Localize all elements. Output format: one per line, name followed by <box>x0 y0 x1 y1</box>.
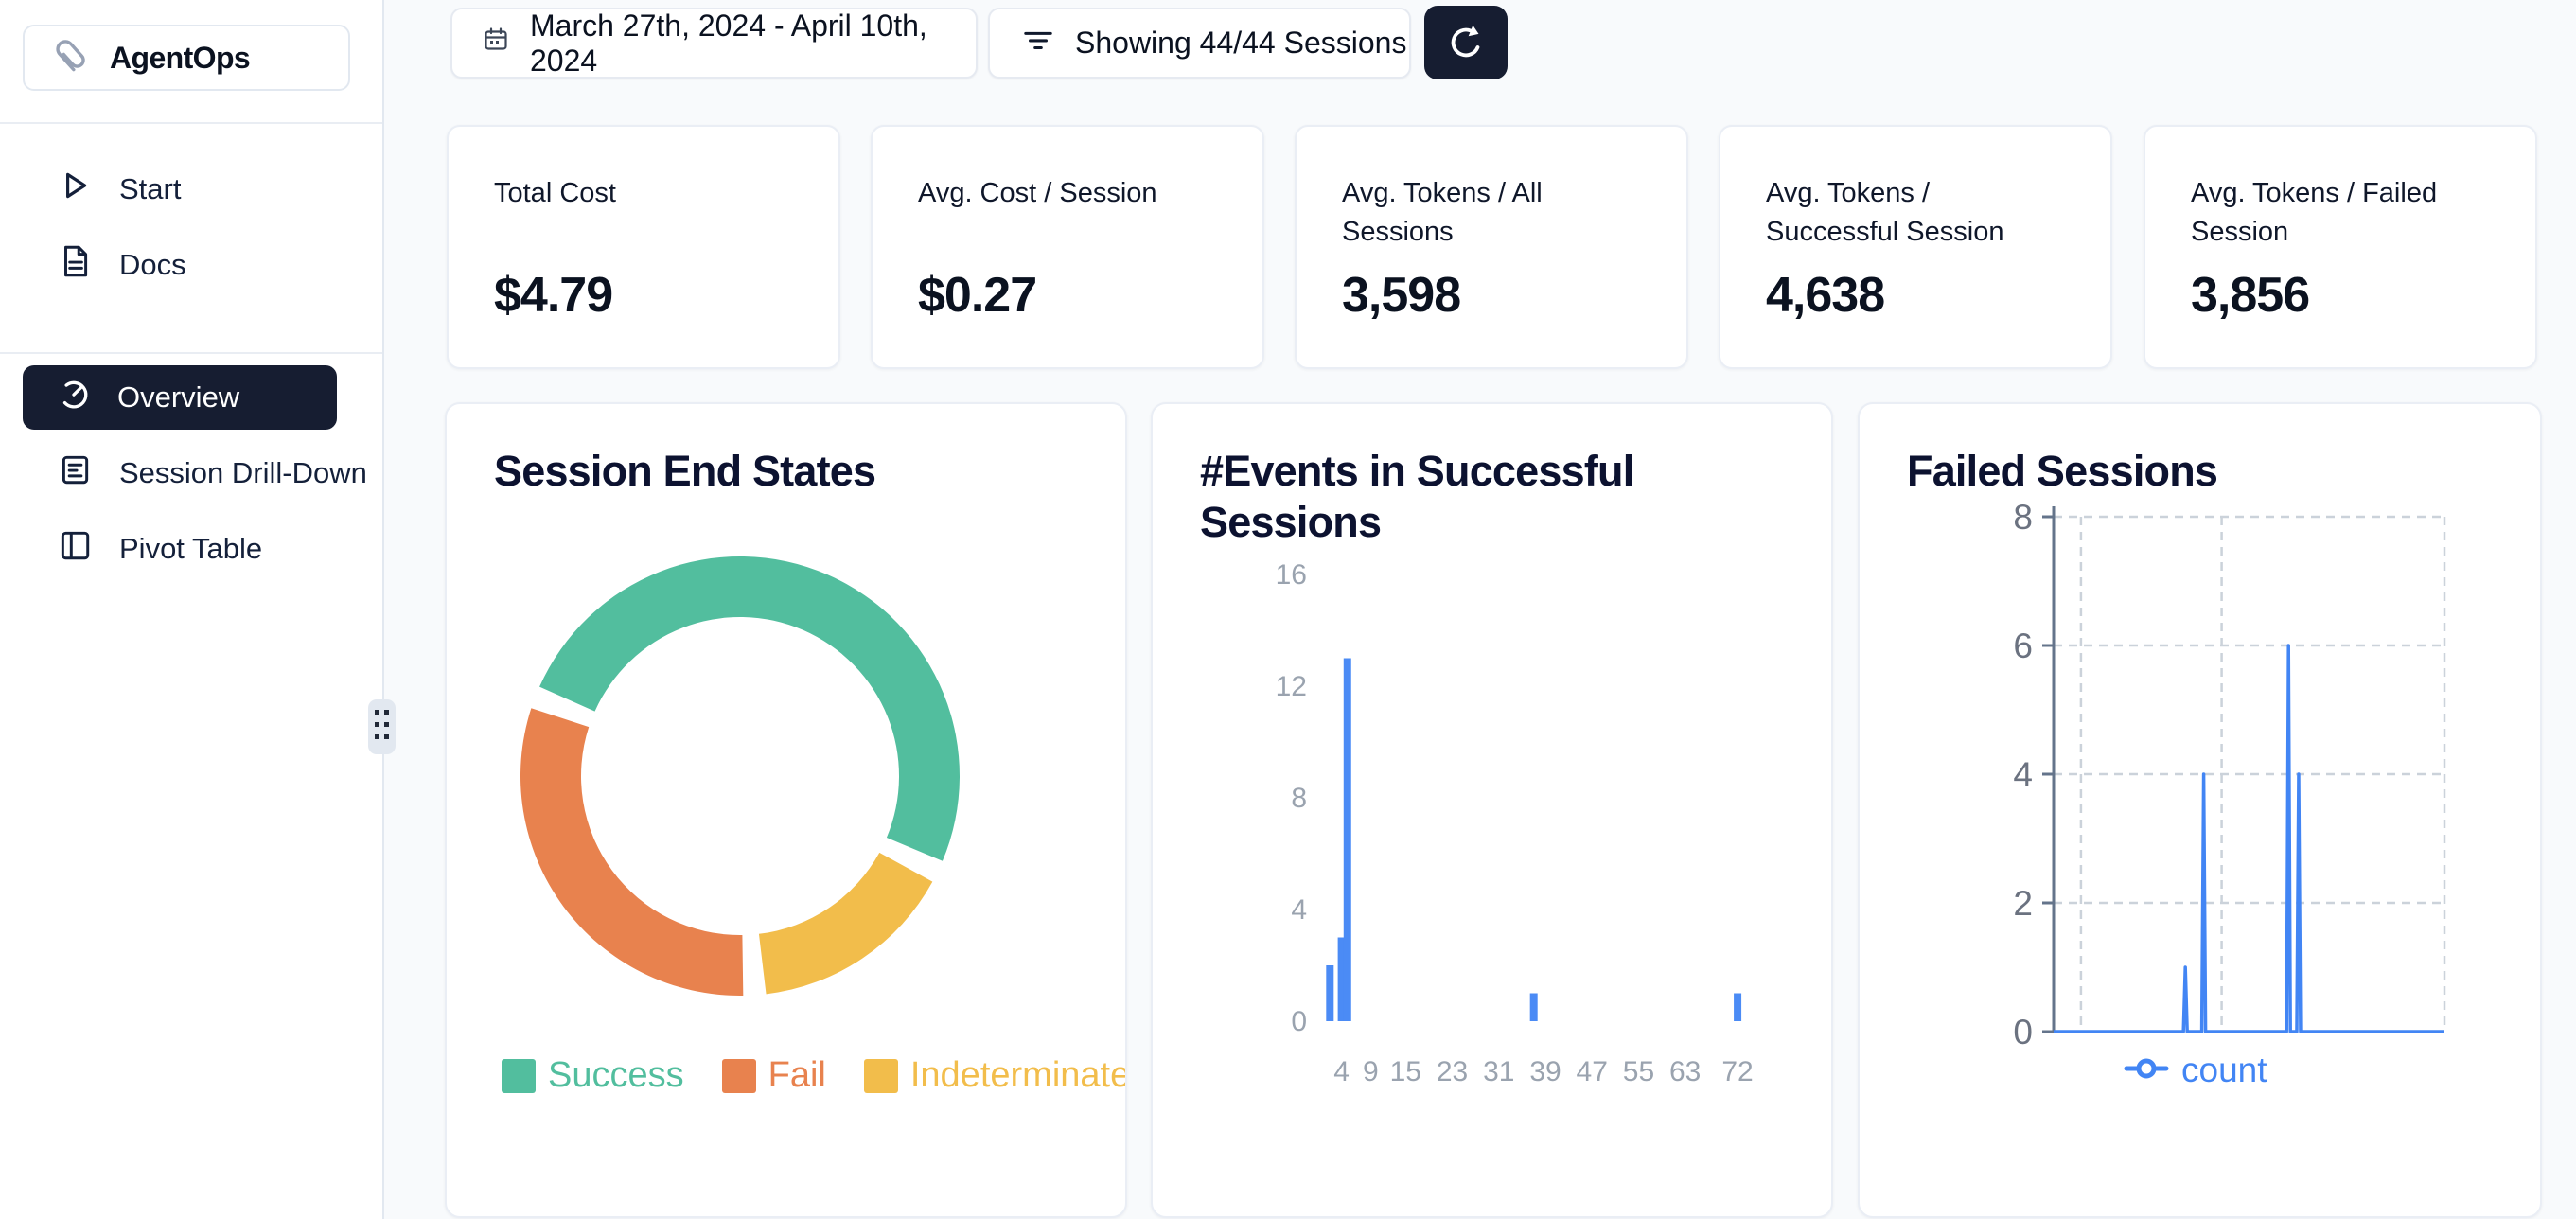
chart-title: #Events in Successful Sessions <box>1200 447 1634 546</box>
legend-label: Indeterminate <box>909 1055 1127 1095</box>
stat-value: 3,598 <box>1342 268 1461 323</box>
document-icon <box>57 243 93 287</box>
svg-text:55: 55 <box>1623 1056 1654 1087</box>
play-icon <box>57 168 93 211</box>
stat-label: Total Cost <box>494 178 616 208</box>
legend-swatch <box>502 1058 536 1093</box>
svg-text:8: 8 <box>1291 783 1307 814</box>
stat-label: Avg. Tokens / All Sessions <box>1342 178 1543 247</box>
sidebar-item-label: Start <box>119 172 182 205</box>
svg-text:63: 63 <box>1669 1056 1701 1087</box>
stat-label: Avg. Cost / Session <box>918 178 1157 208</box>
chart-card-failed-sessions: Failed Sessions 0 2 4 6 8 count <box>1858 402 2542 1218</box>
svg-text:6: 6 <box>2013 627 2033 665</box>
svg-text:4: 4 <box>1291 894 1307 926</box>
session-filter-button[interactable]: Showing 44/44 Sessions <box>988 8 1411 79</box>
failed-sessions-line-chart[interactable]: 0 2 4 6 8 count <box>1860 404 2542 1218</box>
stat-label: Avg. Tokens / Successful Session <box>1766 178 2004 247</box>
calendar-icon <box>483 26 509 61</box>
sidebar-item-label: Pivot Table <box>119 532 263 565</box>
legend-swatch <box>863 1058 898 1093</box>
gauge-icon <box>55 375 93 420</box>
donut-legend: Success Fail Indeterminate <box>502 1055 1127 1096</box>
sidebar-divider <box>0 352 382 354</box>
stat-card-avg-tokens-successful: Avg. Tokens / Successful Session 4,638 <box>1719 125 2112 369</box>
sidebar-item-start[interactable]: Start <box>0 153 382 225</box>
refresh-icon <box>1444 20 1488 66</box>
svg-text:23: 23 <box>1437 1056 1468 1087</box>
chart-card-session-end-states: Session End States Success Fail Indeterm… <box>445 402 1127 1218</box>
chart-title: Failed Sessions <box>1907 447 2218 495</box>
sidebar-item-label: Docs <box>119 248 186 281</box>
svg-text:count: count <box>2181 1051 2267 1089</box>
stat-card-avg-tokens-failed: Avg. Tokens / Failed Session 3,856 <box>2144 125 2537 369</box>
legend-label: Fail <box>768 1055 826 1095</box>
legend-swatch <box>721 1058 756 1093</box>
legend-item-fail[interactable]: Fail <box>721 1055 826 1096</box>
file-lines-icon <box>57 451 93 495</box>
stat-card-total-cost: Total Cost $4.79 <box>447 125 840 369</box>
svg-text:47: 47 <box>1577 1056 1608 1087</box>
stat-label: Avg. Tokens / Failed Session <box>2191 178 2438 247</box>
layout-sidebar-icon <box>57 527 93 571</box>
filter-lines-icon <box>1022 24 1054 63</box>
sidebar-item-session-drill-down[interactable]: Session Drill-Down <box>0 437 382 509</box>
stat-card-avg-tokens-all: Avg. Tokens / All Sessions 3,598 <box>1295 125 1688 369</box>
sidebar-item-overview[interactable]: Overview <box>23 365 337 430</box>
app-title: AgentOps <box>110 40 251 75</box>
svg-text:4: 4 <box>1333 1056 1350 1087</box>
chart-card-events-in-successful-sessions: #Events in Successful Sessions 0 4 8 12 16 4 9… <box>1151 402 1833 1218</box>
legend-label: Success <box>548 1055 684 1095</box>
svg-text:0: 0 <box>1291 1006 1307 1037</box>
svg-text:12: 12 <box>1276 671 1307 702</box>
svg-text:0: 0 <box>2013 1013 2033 1051</box>
sidebar-item-label: Overview <box>117 380 240 414</box>
svg-text:2: 2 <box>2013 884 2033 923</box>
paperclip-logo-icon <box>49 34 93 82</box>
stat-value: $4.79 <box>494 268 613 323</box>
svg-text:9: 9 <box>1363 1056 1379 1087</box>
date-range-label: March 27th, 2024 - April 10th, 2024 <box>530 8 927 78</box>
svg-text:4: 4 <box>2013 755 2033 794</box>
stat-card-avg-cost-session: Avg. Cost / Session $0.27 <box>871 125 1264 369</box>
svg-text:16: 16 <box>1276 559 1307 591</box>
sidebar-item-docs[interactable]: Docs <box>0 229 382 301</box>
stat-value: 3,856 <box>2191 268 2310 323</box>
refresh-button[interactable] <box>1424 6 1508 80</box>
date-range-button[interactable]: March 27th, 2024 - April 10th, 2024 <box>450 8 978 79</box>
svg-text:15: 15 <box>1390 1056 1421 1087</box>
sidebar-item-label: Session Drill-Down <box>119 456 367 489</box>
svg-text:8: 8 <box>2013 498 2033 537</box>
sidebar-resize-handle[interactable] <box>368 699 396 754</box>
legend-item-indeterminate[interactable]: Indeterminate <box>863 1055 1127 1096</box>
sidebar-item-pivot-table[interactable]: Pivot Table <box>0 513 382 585</box>
svg-text:39: 39 <box>1529 1056 1561 1087</box>
stat-value: 4,638 <box>1766 268 1885 323</box>
chart-title: Session End States <box>494 447 876 495</box>
sidebar-divider <box>0 122 382 124</box>
app-logo[interactable]: AgentOps <box>23 25 350 91</box>
stat-value: $0.27 <box>918 268 1037 323</box>
legend-item-success[interactable]: Success <box>502 1055 684 1096</box>
session-filter-label: Showing 44/44 Sessions <box>1075 26 1407 60</box>
sidebar: AgentOps Start Docs Over <box>0 0 384 1219</box>
svg-text:72: 72 <box>1721 1056 1753 1087</box>
grip-dots-icon <box>374 709 390 746</box>
donut-chart[interactable] <box>447 518 1127 1048</box>
svg-text:31: 31 <box>1483 1056 1514 1087</box>
